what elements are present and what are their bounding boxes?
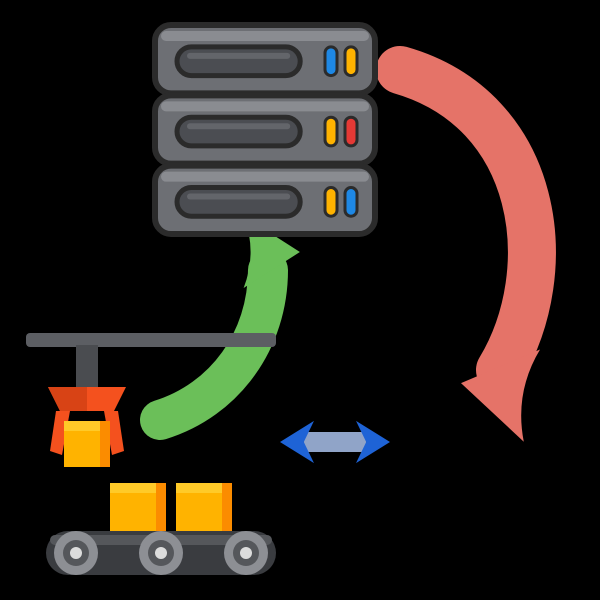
red-down-arrow-icon bbox=[400, 70, 540, 442]
green-up-arrow-icon bbox=[160, 216, 300, 420]
server-stack-icon bbox=[155, 25, 375, 234]
system-flow-diagram bbox=[0, 0, 600, 600]
blue-bidirectional-arrow-icon bbox=[280, 421, 390, 463]
